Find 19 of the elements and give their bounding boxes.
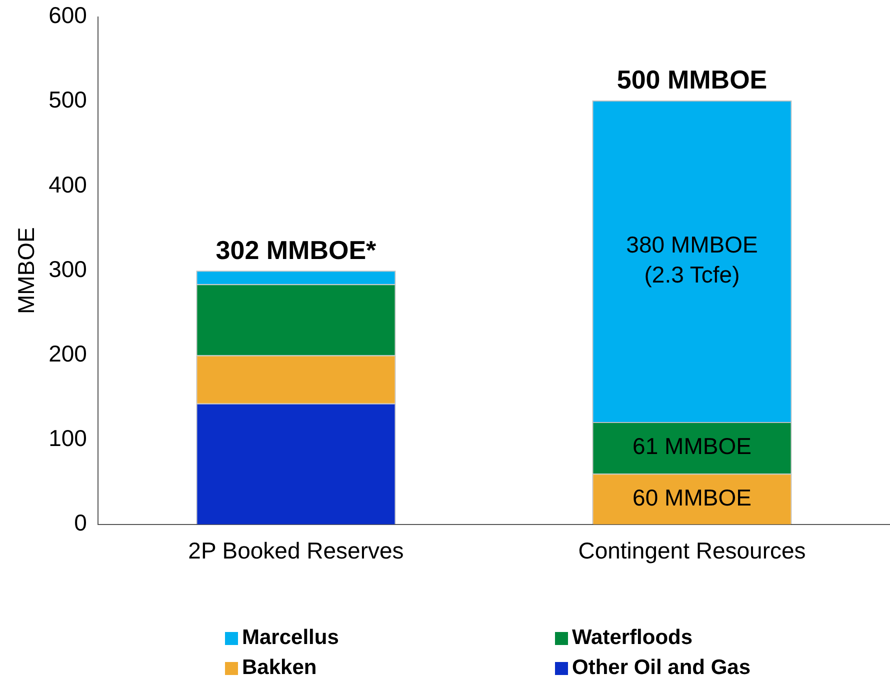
y-tick-label: 200 <box>48 340 87 367</box>
y-axis-title: MMBOE <box>13 227 40 314</box>
x-tick-label: Contingent Resources <box>578 538 806 564</box>
data-label: 380 MMBOE (2.3 Tcfe) <box>626 232 758 288</box>
data-label: 61 MMBOE <box>632 433 752 460</box>
y-tick-label: 100 <box>48 425 87 452</box>
y-tick-label: 0 <box>74 510 87 536</box>
y-tick-label: 400 <box>48 171 87 198</box>
y-tick-label: 600 <box>48 2 87 28</box>
data-label: 60 MMBOE <box>632 484 752 510</box>
total-label: 500 MMBOE <box>616 64 768 95</box>
legend-label: Bakken <box>242 656 317 680</box>
x-tick-label: 2P Booked Reserves <box>188 538 404 564</box>
legend-label: Marcellus <box>242 626 339 650</box>
y-tick-label: 500 <box>48 86 87 113</box>
legend-label: Waterfloods <box>572 626 693 650</box>
y-tick-label: 300 <box>48 256 87 282</box>
total-label: 302 MMBOE* <box>216 234 378 265</box>
legend-label: Other Oil and Gas <box>572 656 751 680</box>
